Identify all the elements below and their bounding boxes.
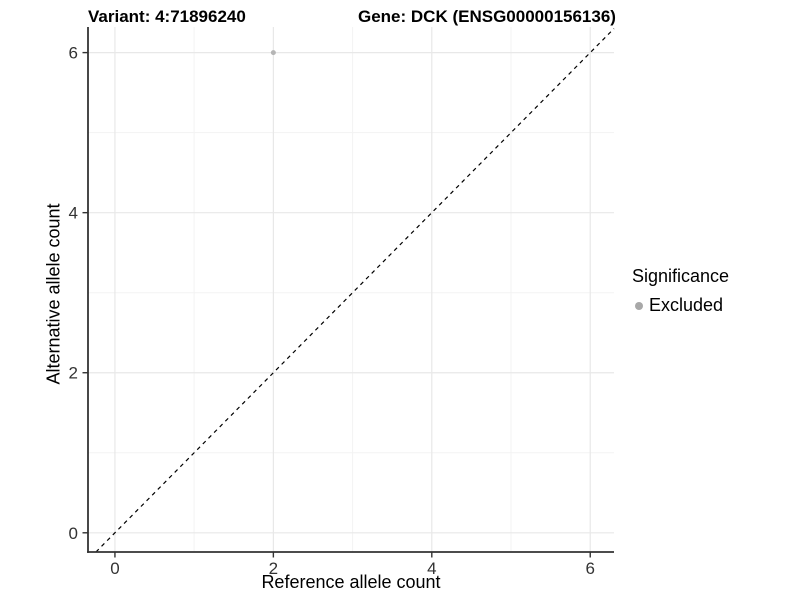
legend-title: Significance bbox=[632, 266, 730, 286]
y-axis-title: Alternative allele count bbox=[43, 203, 64, 385]
x-tick-label: 2 bbox=[269, 559, 278, 578]
legend: Significance Excluded bbox=[632, 266, 729, 316]
x-tick-label: 0 bbox=[110, 559, 119, 578]
legend-entry-excluded: Excluded bbox=[632, 295, 729, 316]
x-axis-title: Reference allele count bbox=[261, 572, 441, 592]
y-tick-label: 0 bbox=[69, 524, 78, 543]
y-tick-label: 2 bbox=[69, 364, 78, 383]
x-tick-label: 6 bbox=[586, 559, 595, 578]
y-tick-label: 6 bbox=[69, 44, 78, 63]
x-tick-label: 4 bbox=[427, 559, 436, 578]
plot-title-variant: Variant: 4:71896240 bbox=[88, 7, 246, 26]
plot-title-gene: Gene: DCK (ENSG00000156136) bbox=[358, 7, 616, 26]
legend-entry-label: Excluded bbox=[649, 295, 724, 315]
legend-key-dot bbox=[635, 301, 643, 310]
identity-line bbox=[95, 28, 615, 553]
y-tick-label: 4 bbox=[69, 204, 78, 223]
data-point bbox=[270, 50, 276, 56]
